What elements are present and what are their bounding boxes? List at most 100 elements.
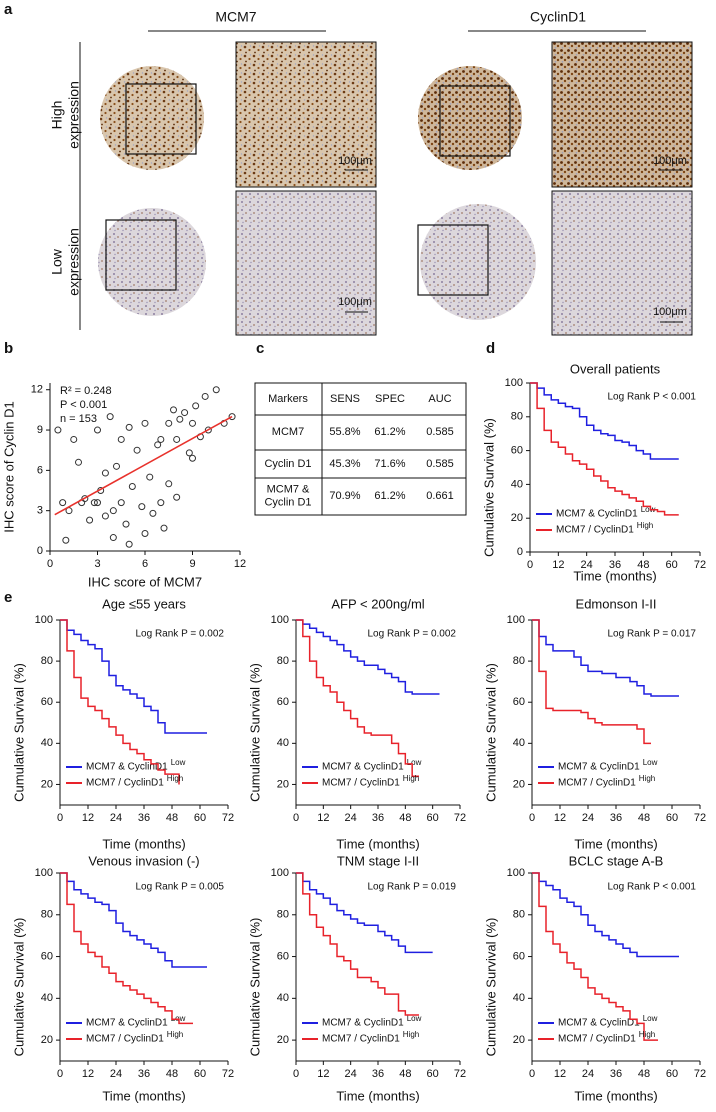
legend-label: MCM7 / CyclinD1 xyxy=(558,1034,636,1045)
x-axis-label: Time (months) xyxy=(336,1088,419,1103)
x-tick-label: 24 xyxy=(345,1068,357,1080)
y-tick-label: 60 xyxy=(277,696,289,708)
legend-superscript: Low xyxy=(407,758,422,767)
point xyxy=(157,499,165,507)
survival-curve xyxy=(530,382,679,460)
y-axis-label: Cumulative Survival (%) xyxy=(11,918,26,1057)
x-tick-label: 72 xyxy=(694,559,706,571)
legend-label: MCM7 & CyclinD1 xyxy=(558,1018,640,1029)
panel-a: a MCM7 CyclinD1 High expression Low expr… xyxy=(4,1,693,336)
x-tick-label: 36 xyxy=(609,559,621,571)
point xyxy=(149,509,157,517)
point xyxy=(173,493,181,501)
y-tick-label: 0 xyxy=(517,546,523,558)
x-tick-label: 24 xyxy=(582,812,594,824)
y-tick-label: 12 xyxy=(31,384,43,396)
x-tick-label: 24 xyxy=(345,812,357,824)
legend-superscript: High xyxy=(637,521,653,530)
y-tick-label: 60 xyxy=(513,950,525,962)
chart-title: Venous invasion (-) xyxy=(88,853,199,868)
survival-curve xyxy=(296,872,419,1016)
panel-label: e xyxy=(4,589,12,606)
row-label: Low xyxy=(49,248,65,275)
x-tick-label: 12 xyxy=(317,1068,329,1080)
x-tick-label: 24 xyxy=(110,1068,122,1080)
point xyxy=(154,441,162,449)
point xyxy=(146,473,154,481)
chart-title: TNM stage I-II xyxy=(337,853,419,868)
chart-title: Edmonson I-II xyxy=(576,596,657,611)
y-tick-label: 80 xyxy=(513,909,525,921)
legend-superscript: Low xyxy=(407,1014,422,1023)
y-tick-label: 100 xyxy=(35,867,53,879)
table-cell: MCM7 xyxy=(272,426,304,438)
survival-curve xyxy=(60,619,180,785)
point xyxy=(201,392,209,400)
legend-superscript: Low xyxy=(643,758,658,767)
legend-superscript: Low xyxy=(641,505,656,514)
x-tick-label: 60 xyxy=(666,1068,678,1080)
x-tick-label: 12 xyxy=(234,558,246,570)
point xyxy=(228,413,236,421)
y-tick-label: 40 xyxy=(511,478,523,490)
table-cell: Cyclin D1 xyxy=(264,496,311,508)
y-tick-label: 3 xyxy=(37,505,43,517)
y-tick-label: 20 xyxy=(513,778,525,790)
panel-label: b xyxy=(4,340,13,357)
y-axis-label: Cumulative Survival (%) xyxy=(481,418,496,557)
x-tick-label: 0 xyxy=(293,1068,299,1080)
x-axis-label: Time (months) xyxy=(102,836,185,851)
y-tick-label: 20 xyxy=(41,778,53,790)
zoom-image xyxy=(235,41,377,188)
x-tick-label: 72 xyxy=(222,812,234,824)
legend-label: MCM7 & CyclinD1 xyxy=(86,1018,168,1029)
panel-label: c xyxy=(256,340,264,357)
scale-bar-label: 100μm xyxy=(338,296,372,308)
table-header: SENS xyxy=(330,393,360,405)
point xyxy=(117,435,125,443)
x-tick-label: 36 xyxy=(610,812,622,824)
panel-label: a xyxy=(4,1,13,18)
tissue-core xyxy=(420,204,536,320)
table: c Markers SENS SPEC AUC MCM7 55.8% 61.2% 0.585 C… xyxy=(254,340,467,516)
x-tick-label: 60 xyxy=(194,812,206,824)
point xyxy=(173,435,181,443)
x-tick-label: 72 xyxy=(694,812,706,824)
survival-curve xyxy=(532,872,658,1041)
y-axis-label: Cumulative Survival (%) xyxy=(11,663,26,802)
legend-label: MCM7 / CyclinD1 xyxy=(86,1034,164,1045)
x-tick-label: 60 xyxy=(194,1068,206,1080)
x-tick-label: 48 xyxy=(399,812,411,824)
panel-label: d xyxy=(486,340,495,357)
x-tick-label: 72 xyxy=(454,1068,466,1080)
chart: 0 12 24 36 48 60 72 20 40 60 80 100 Time (months) Cum… xyxy=(247,596,466,851)
x-tick-label: 60 xyxy=(427,1068,439,1080)
legend-superscript: High xyxy=(167,1030,183,1039)
survival-curve xyxy=(296,619,440,695)
x-tick-label: 48 xyxy=(166,1068,178,1080)
point xyxy=(133,446,141,454)
x-tick-label: 24 xyxy=(582,1068,594,1080)
point xyxy=(138,503,146,511)
annotation: Log Rank P = 0.002 xyxy=(136,629,225,640)
point xyxy=(122,520,130,528)
point xyxy=(165,419,173,427)
point xyxy=(109,507,117,515)
point xyxy=(125,423,133,431)
y-tick-label: 100 xyxy=(271,867,289,879)
y-tick-label: 100 xyxy=(507,867,525,879)
x-tick-label: 60 xyxy=(427,812,439,824)
point xyxy=(94,426,101,434)
x-tick-label: 9 xyxy=(189,558,195,570)
survival-curve xyxy=(60,619,207,734)
point xyxy=(86,516,94,524)
y-axis-label: Cumulative Survival (%) xyxy=(483,918,498,1057)
x-tick-label: 12 xyxy=(554,1068,566,1080)
point xyxy=(113,462,120,470)
y-axis-label: Cumulative Survival (%) xyxy=(247,663,262,802)
x-tick-label: 36 xyxy=(610,1068,622,1080)
annotation: R² = 0.248 xyxy=(60,385,112,397)
y-tick-label: 20 xyxy=(41,1034,53,1046)
table-cell: 0.661 xyxy=(426,490,454,502)
